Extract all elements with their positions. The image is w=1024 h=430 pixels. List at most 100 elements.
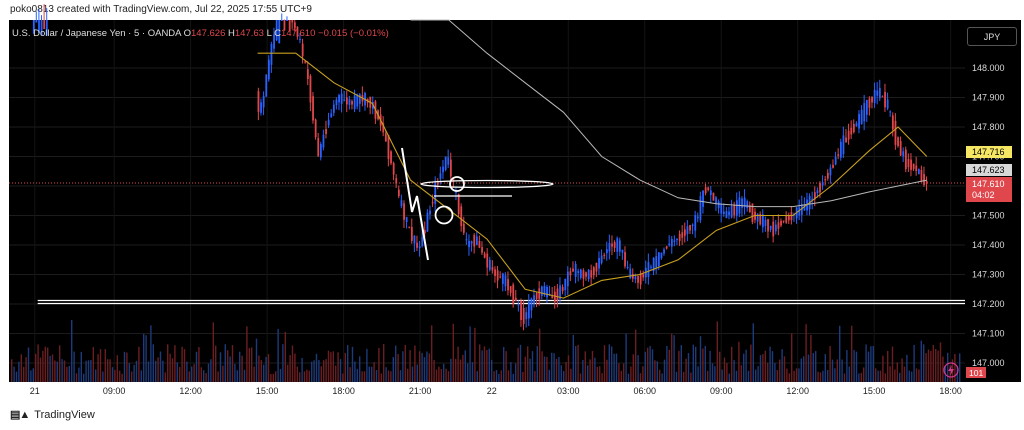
candle-body	[267, 59, 270, 80]
currency-button[interactable]: JPY	[967, 27, 1017, 46]
volume-bar	[392, 357, 394, 382]
volume-bar	[515, 363, 517, 382]
volume-bar	[635, 329, 637, 382]
candle-body	[592, 267, 595, 276]
candle-body	[525, 312, 528, 320]
candle-body	[670, 238, 673, 247]
candle-body	[348, 99, 351, 105]
candle-body	[639, 273, 642, 285]
volume-bar	[783, 356, 786, 382]
high-label: H	[228, 28, 235, 39]
ma-price-label-bg	[966, 146, 1012, 158]
volume-bar	[819, 372, 822, 382]
candle-body	[634, 276, 637, 280]
candle-body	[683, 229, 686, 236]
volume-bar	[399, 370, 402, 382]
candle-body	[689, 225, 691, 231]
volume-bar	[817, 371, 819, 382]
chart-background	[9, 20, 965, 382]
volume-bar	[495, 369, 498, 382]
candle-body	[624, 252, 626, 267]
candle-body	[309, 75, 312, 103]
volume-bar	[104, 349, 106, 382]
y-tick-label: 147.900	[972, 93, 1005, 103]
x-tick-label: 06:00	[633, 386, 656, 396]
volume-bar	[795, 368, 798, 382]
candle-body	[494, 269, 496, 277]
volume-bar	[243, 369, 246, 382]
volume-bar	[767, 362, 769, 382]
volume-bar	[481, 350, 483, 382]
footer-brand: ▤▲ TradingView	[10, 408, 95, 422]
candle-body	[400, 200, 403, 207]
volume-bar	[467, 363, 469, 382]
candle-body	[769, 225, 772, 230]
volume-bar	[500, 370, 502, 382]
volume-bar	[747, 370, 750, 382]
candle-body	[543, 285, 546, 295]
volume-bar	[810, 334, 812, 382]
volume-bar	[529, 358, 531, 382]
volume-bar	[534, 371, 536, 382]
volume-bar	[255, 338, 258, 382]
volume-bar	[313, 360, 315, 382]
volume-bar	[716, 321, 718, 382]
candle-body	[681, 232, 684, 238]
candle-body	[551, 295, 554, 299]
volume-bar	[287, 364, 289, 382]
volume-bar	[839, 325, 841, 382]
candle-body	[709, 190, 712, 196]
candle-body	[884, 91, 886, 108]
volume-bar	[349, 367, 351, 382]
volume-bar	[205, 373, 207, 382]
candle-body	[847, 130, 850, 140]
volume-bar	[474, 327, 476, 382]
low-label: L	[266, 28, 272, 39]
candle-body	[873, 89, 876, 103]
candle-body	[832, 164, 834, 168]
volume-bar	[131, 371, 133, 382]
volume-bar	[570, 368, 572, 382]
candle-body	[743, 197, 746, 208]
volume-bar	[558, 357, 560, 382]
volume-bar	[831, 359, 834, 382]
volume-bar	[383, 344, 385, 382]
candle-body	[291, 20, 294, 23]
volume-bar	[865, 344, 867, 382]
volume-bar	[903, 366, 906, 382]
volume-bar	[687, 353, 690, 382]
volume-bar	[625, 333, 627, 382]
volume-bar	[882, 355, 884, 382]
candle-body	[678, 233, 681, 241]
volume-bar	[663, 359, 666, 382]
volume-bar	[829, 346, 831, 382]
volume-bar	[721, 369, 723, 382]
volume-bar	[411, 366, 414, 382]
volume-bar	[378, 347, 380, 382]
candle-body	[275, 20, 278, 41]
volume-bar	[685, 358, 687, 382]
candle-body	[813, 192, 816, 200]
volume-bar	[678, 350, 680, 382]
candle-body	[629, 268, 632, 279]
candle-body	[691, 224, 694, 227]
volume-bar	[462, 354, 464, 382]
volume-bar	[342, 373, 344, 382]
volume-bar	[217, 371, 219, 382]
volume-bar	[637, 355, 639, 382]
volume-bar	[560, 365, 562, 382]
volume-bar	[397, 354, 399, 382]
volume-bar	[843, 373, 846, 382]
brand-name: TradingView	[34, 408, 95, 421]
volume-bar	[879, 370, 882, 382]
volume-bar	[923, 344, 925, 382]
candle-body	[590, 270, 593, 278]
volume-bar	[918, 369, 920, 382]
candle-body	[382, 123, 385, 133]
candle-body	[603, 254, 606, 256]
volume-bar	[954, 353, 956, 382]
volume-bar	[815, 351, 817, 382]
x-axis: 21 09:00 12:00 15:00 18:00 21:00 22 03:00 06:00 0…	[30, 386, 962, 396]
volume-bar	[337, 352, 339, 382]
